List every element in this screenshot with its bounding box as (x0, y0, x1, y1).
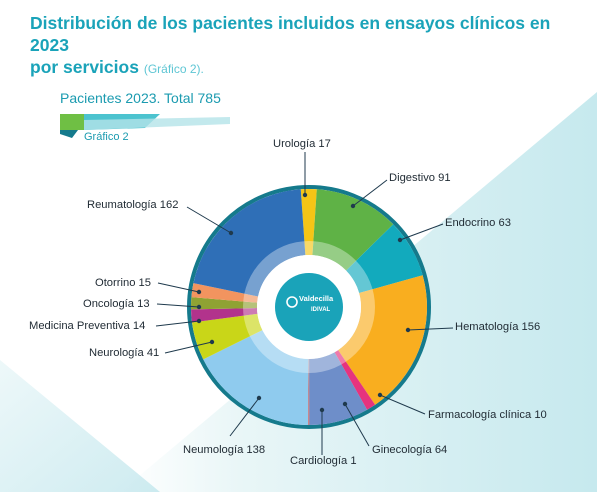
chart-subtitle: Pacientes 2023. Total 785 (60, 90, 221, 106)
total-label: Total 785 (164, 90, 221, 106)
data-label-endocrino: Endocrino 63 (445, 217, 511, 229)
leader-dot-oncologia (196, 304, 202, 310)
data-label-ginecologia: Ginecología 64 (372, 444, 448, 456)
leader-line-oncologia (156, 303, 200, 308)
data-label-digestivo: Digestivo 91 (389, 172, 451, 184)
leader-line-ginecologia (344, 403, 370, 447)
leader-line-digestivo (352, 179, 388, 207)
logo-line1: Valdecilla (299, 294, 334, 303)
logo-line2: IDIVAL (311, 307, 331, 313)
slice-neumologia (203, 330, 309, 425)
data-label-hematologia: Hematología 156 (455, 321, 541, 333)
slice-neurologia (192, 313, 263, 360)
leader-line-farmacologia-clinica (379, 394, 426, 415)
banner-decoration-icon (60, 114, 230, 138)
leader-dot-digestivo (350, 203, 356, 209)
slice-otorrino (191, 283, 259, 303)
slice-digestivo (312, 189, 394, 271)
slice-urologia (300, 189, 317, 256)
data-label-otorrino: Otorrino 15 (95, 277, 151, 289)
data-label-reumatologia: Reumatología 162 (87, 199, 179, 211)
slice-endocrino (346, 224, 423, 294)
leader-line-endocrino (399, 223, 444, 241)
leader-dot-endocrino (397, 237, 403, 243)
leader-line-medicina-preventiva (155, 320, 200, 327)
leader-line-otorrino (157, 282, 200, 293)
center-logo: Valdecilla IDIVAL (286, 294, 334, 313)
figure-ref-label: Gráfico 2 (84, 131, 129, 143)
donut-outer-ring (187, 185, 431, 429)
leader-dot-neumologia (256, 395, 262, 401)
data-label-oncologia: Oncología 13 (83, 298, 150, 310)
page-title: Distribución de los pacientes incluidos … (30, 12, 590, 80)
leader-line-hematologia (407, 327, 454, 331)
data-label-cardiologia: Cardiología 1 (290, 455, 357, 467)
title-line1: Distribución de los pacientes incluidos … (30, 13, 551, 55)
title-line2: por servicios (30, 57, 139, 77)
leader-dot-farmacologia-clinica (377, 392, 383, 398)
slice-farmacologia-clinica (334, 350, 376, 410)
slice-oncologia (191, 297, 258, 310)
slice-cardiologia (308, 358, 310, 426)
leader-dot-neurologia (209, 339, 215, 345)
leader-dot-otorrino (196, 289, 202, 295)
leader-line-neumologia (229, 397, 260, 437)
leader-dot-medicina-preventiva (196, 318, 202, 324)
leader-dot-ginecologia (342, 401, 348, 407)
leader-line-reumatologia (186, 206, 232, 234)
slice-hematologia (338, 275, 428, 405)
leader-line-neurologia (164, 341, 213, 354)
leader-dot-urologia (302, 192, 308, 198)
title-figure-ref: (Gráfico 2). (143, 62, 204, 76)
slice-medicina-preventiva (191, 308, 258, 323)
data-label-neumologia: Neumología 138 (183, 444, 266, 456)
data-label-medicina-preventiva: Medicina Preventiva 14 (29, 320, 146, 332)
data-label-farmacologia-clinica: Farmacología clínica 10 (428, 409, 547, 421)
patients-label: Pacientes 2023. (60, 90, 161, 106)
leader-dot-cardiologia (319, 407, 325, 413)
slice-reumatologia (193, 189, 306, 297)
center-logo-circle (275, 273, 343, 341)
data-label-urologia: Urología 17 (273, 138, 331, 150)
valdecilla-logo-icon (286, 296, 298, 308)
slice-ginecologia (309, 352, 368, 425)
leader-dot-reumatologia (228, 230, 234, 236)
leader-dot-hematologia (405, 327, 411, 333)
data-label-neurologia: Neurología 41 (89, 347, 160, 359)
